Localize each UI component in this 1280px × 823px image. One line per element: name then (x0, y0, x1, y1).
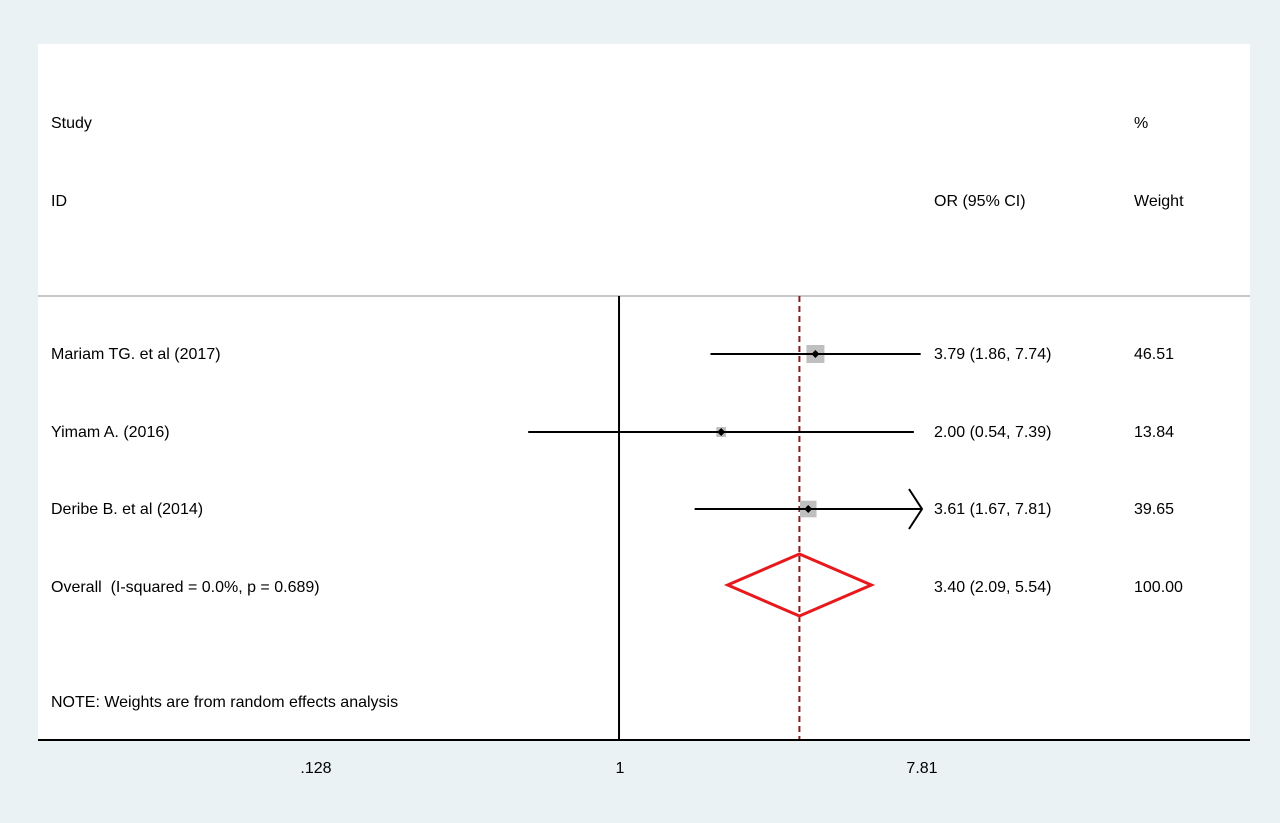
ci-text-mariam: 3.79 (1.86, 7.74) (934, 346, 1052, 363)
point-estimate (717, 428, 726, 436)
study-label-mariam: Mariam TG. et al (2017) (51, 346, 221, 363)
ci-text-yimam: 2.00 (0.54, 7.39) (934, 424, 1052, 441)
ci-text-deribe: 3.61 (1.67, 7.81) (934, 501, 1052, 518)
ci-arrow (908, 488, 924, 530)
percent-header: % (1134, 115, 1149, 132)
forest-plot (38, 295, 1250, 741)
x-tick-label-781: 7.81 (906, 760, 938, 777)
overall-label: Overall (I-squared = 0.0%, p = 0.689) (51, 579, 320, 596)
study-header: Study (51, 115, 92, 132)
plot-panel: Study ID OR (95% CI) % Weight Mariam TG.… (38, 44, 1250, 741)
estimate-header: OR (95% CI) (934, 193, 1026, 210)
weight-header: Weight (1134, 193, 1184, 210)
weight-text-yimam: 13.84 (1134, 424, 1175, 441)
study-label-yimam: Yimam A. (2016) (51, 424, 170, 441)
note-text: NOTE: Weights are from random effects an… (51, 694, 399, 711)
id-header: ID (51, 193, 67, 210)
overall-diamond (723, 552, 876, 618)
overall-weight-text: 100.00 (1134, 579, 1183, 596)
point-estimate (811, 350, 820, 358)
point-estimate (804, 505, 813, 513)
x-tick-label-1: 1 (615, 760, 625, 777)
overall-ci-text: 3.40 (2.09, 5.54) (934, 579, 1052, 596)
x-tick-label-0128: .128 (300, 760, 332, 777)
weight-text-deribe: 39.65 (1134, 501, 1175, 518)
weight-text-mariam: 46.51 (1134, 346, 1175, 363)
study-label-deribe: Deribe B. et al (2014) (51, 501, 204, 518)
